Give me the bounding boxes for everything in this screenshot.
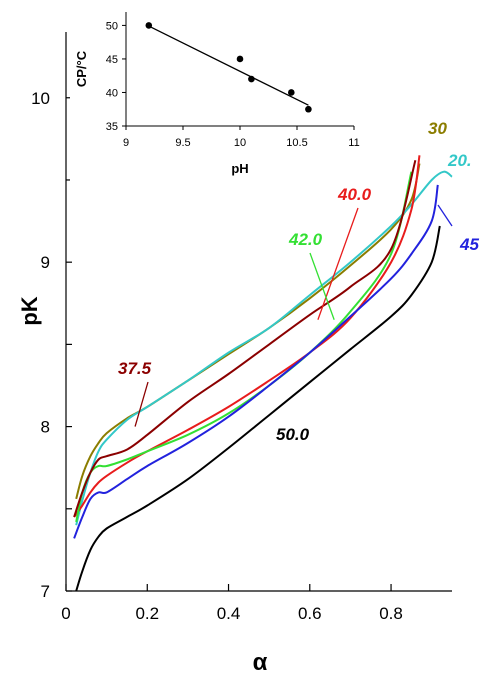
main-y-tick-label: 9 <box>41 253 50 272</box>
main-x-tick-label: 0.4 <box>217 604 241 623</box>
inset-data-point <box>248 75 255 83</box>
inset-data-point <box>236 55 244 63</box>
inset-x-axis-title: pH <box>231 161 248 176</box>
main-y-ticks: 7 8 9 10 <box>31 89 72 601</box>
main-x-ticks: 0 0.2 0.4 0.6 0.8 <box>61 584 403 623</box>
inset-y-tick-label: 45 <box>106 54 118 66</box>
main-x-axis-title: α <box>253 649 268 676</box>
inset-chart: 9 9.5 10 10.5 11 35 40 45 50 pH CP/°C <box>70 0 370 182</box>
inset-x-tick-label: 9 <box>123 137 129 149</box>
inset-y-tick-label: 40 <box>106 87 118 99</box>
series-line-50-0 <box>75 225 441 592</box>
main-series-group <box>73 155 453 592</box>
curve-label: 30 <box>428 119 447 138</box>
annotation-leader-line <box>437 204 453 227</box>
inset-x-ticks: 9 9.5 10 10.5 11 <box>123 126 360 149</box>
inset-background <box>70 0 370 182</box>
inset-data-point <box>288 89 295 96</box>
series-line-20 <box>75 170 453 526</box>
curve-label: 45 <box>459 235 479 254</box>
main-x-tick-label: 0.6 <box>298 604 322 623</box>
curve-label: 20. <box>447 151 472 170</box>
annotation-leader-line <box>134 381 149 427</box>
inset-y-tick-label: 50 <box>106 20 118 32</box>
inset-y-tick-label: 35 <box>106 121 118 133</box>
inset-data-point <box>305 105 312 113</box>
inset-data-point <box>145 22 153 29</box>
inset-x-tick-label: 11 <box>348 137 359 149</box>
main-x-tick-label: 0.8 <box>379 604 403 623</box>
series-line-40-0 <box>73 155 421 518</box>
main-x-tick-label: 0 <box>61 604 70 623</box>
main-x-tick-label: 0.2 <box>135 604 159 623</box>
main-y-tick-label: 8 <box>41 418 50 437</box>
inset-y-ticks: 35 40 45 50 <box>106 20 126 133</box>
inset-x-tick-label: 10.5 <box>286 137 307 149</box>
annotation-leader-line <box>317 207 359 320</box>
curve-label: 40.0 <box>337 185 372 204</box>
inset-fit-line <box>148 25 309 106</box>
curve-label: 42.0 <box>288 230 323 249</box>
inset-x-tick-label: 9.5 <box>175 137 190 149</box>
inset-x-tick-label: 10 <box>234 137 246 149</box>
main-y-tick-label: 10 <box>31 89 50 108</box>
series-line-37-5 <box>73 159 417 518</box>
main-y-tick-label: 7 <box>41 582 50 601</box>
series-line-45 <box>73 184 439 539</box>
inset-points-group <box>145 22 312 113</box>
curve-label: 37.5 <box>118 359 152 378</box>
annotation-leader-line <box>309 252 335 320</box>
curve-label: 50.0 <box>276 425 310 444</box>
inset-y-axis-title: CP/°C <box>74 50 89 87</box>
main-y-axis-title: pK <box>17 296 42 325</box>
